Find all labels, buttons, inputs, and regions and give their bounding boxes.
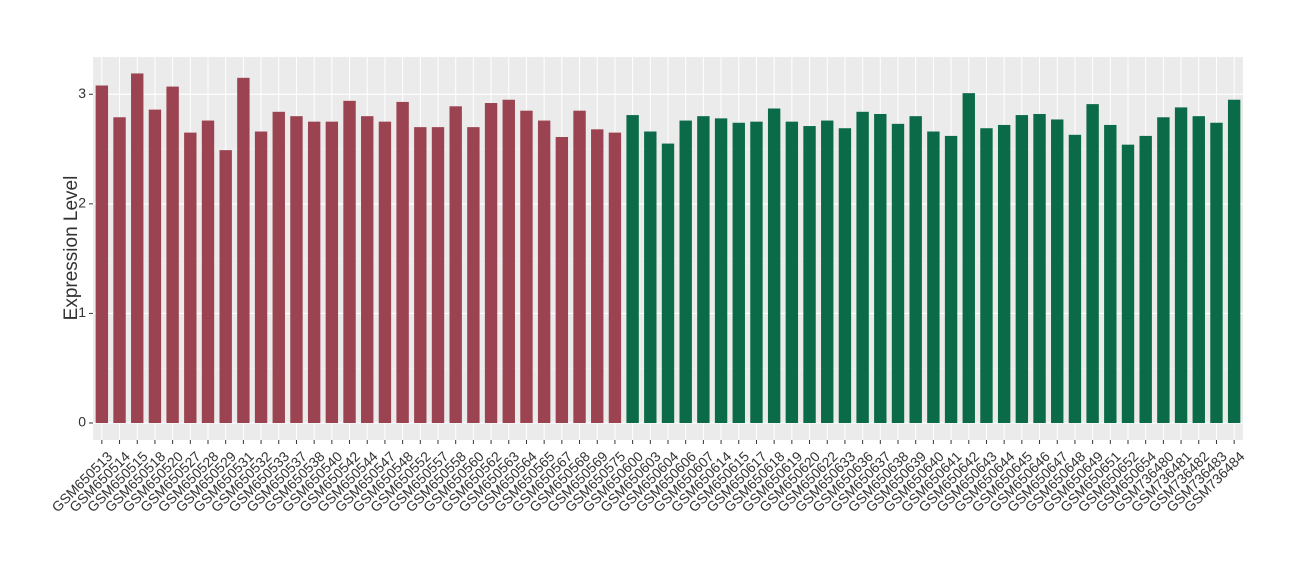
bar (909, 116, 922, 424)
bar (821, 120, 834, 424)
bar (502, 99, 515, 424)
bar (980, 128, 993, 424)
bar (484, 103, 498, 424)
bar (1210, 122, 1223, 424)
bar (1192, 116, 1205, 424)
bar (997, 124, 1011, 424)
bar (520, 110, 533, 424)
bar (131, 73, 144, 424)
bar (1139, 135, 1152, 424)
bar (237, 77, 250, 424)
bar (927, 131, 940, 424)
bar (697, 116, 710, 424)
bar (573, 110, 586, 424)
bar (325, 121, 339, 424)
bar (431, 127, 445, 424)
bar (1033, 113, 1046, 424)
bar (1104, 124, 1117, 424)
bar (361, 116, 374, 424)
bar (1227, 99, 1241, 424)
bar (148, 109, 162, 424)
bar (290, 116, 303, 424)
bar (219, 150, 232, 424)
bar (272, 111, 285, 424)
bar (184, 132, 197, 424)
bar (113, 117, 126, 424)
bar (608, 132, 622, 424)
bar (1051, 119, 1064, 424)
bar (767, 108, 781, 424)
bar (856, 111, 869, 424)
bar (591, 129, 604, 424)
bar (644, 131, 657, 424)
bar (714, 118, 728, 424)
bar (343, 100, 356, 424)
bar (661, 143, 675, 424)
bar (750, 121, 763, 424)
bar (555, 136, 569, 424)
bar (449, 106, 462, 424)
y-tick-label: 1 (78, 304, 86, 320)
bar (1174, 107, 1188, 424)
bar (838, 128, 852, 424)
bar (537, 120, 551, 424)
bar (732, 122, 745, 424)
y-tick-label: 0 (78, 414, 86, 430)
bar (467, 127, 480, 424)
bar (874, 113, 887, 424)
bar (396, 101, 409, 424)
bar (1157, 117, 1170, 424)
bar (1068, 134, 1082, 424)
bar (414, 127, 427, 424)
bar (254, 131, 268, 424)
y-axis-title: Expression Level (61, 176, 82, 321)
bar (1015, 115, 1029, 424)
bar (378, 121, 392, 424)
bar (166, 86, 179, 424)
bar (679, 120, 692, 424)
bar (962, 93, 975, 424)
bar (891, 123, 905, 424)
bar (803, 126, 816, 424)
bar (307, 121, 321, 424)
bar (785, 121, 799, 424)
y-tick-label: 2 (78, 195, 86, 211)
y-tick-label: 3 (78, 85, 86, 101)
bar (626, 115, 639, 424)
bar (1121, 144, 1135, 424)
bar (944, 135, 958, 424)
bar (1086, 104, 1099, 424)
bar (201, 120, 215, 424)
bar (95, 85, 109, 424)
